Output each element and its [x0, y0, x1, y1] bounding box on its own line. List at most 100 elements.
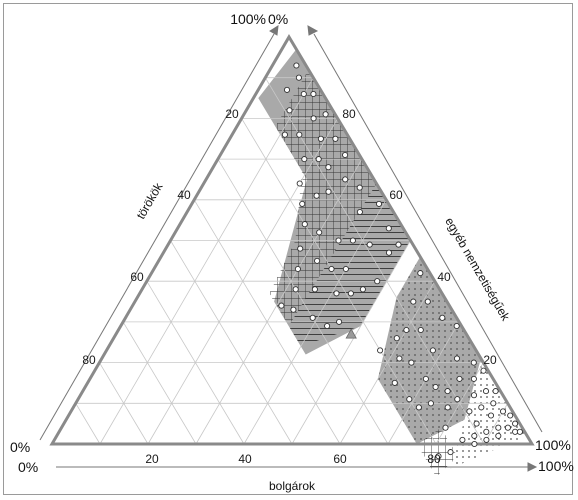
data-point: [442, 424, 449, 431]
data-point: [487, 412, 495, 419]
grid-line: [217, 158, 389, 445]
left-axis-name: törökök: [134, 180, 166, 222]
data-point: [495, 424, 502, 431]
data-point: [278, 302, 285, 309]
data-point: [406, 396, 413, 403]
grid-line: [170, 240, 293, 445]
grid-line: [99, 77, 314, 445]
data-point: [417, 270, 424, 277]
grid-line: [195, 158, 363, 445]
data-point: [322, 111, 329, 118]
data-point: [516, 428, 523, 435]
data-point: [403, 326, 410, 334]
data-point: [366, 241, 373, 248]
triangle-outline-layer: [49, 34, 535, 446]
left-tick-label: 40: [177, 188, 191, 202]
data-point: [347, 290, 354, 297]
grid-line: [387, 321, 460, 445]
data-point: [333, 290, 340, 297]
data-point: [454, 396, 461, 403]
data-point: [432, 383, 439, 391]
right-axis-arrow: [313, 33, 543, 433]
marker-layer: [345, 328, 357, 339]
data-point: [396, 355, 403, 362]
data-point: [325, 188, 332, 195]
data-point: [444, 388, 451, 395]
data-point: [470, 392, 478, 399]
data-point: [301, 156, 308, 163]
data-point: [342, 151, 349, 159]
grid-line: [122, 321, 197, 445]
right-tick-label: 40: [437, 270, 451, 284]
data-point: [444, 404, 451, 411]
data-point: [483, 428, 490, 435]
data-point: [377, 347, 384, 354]
data-point: [429, 347, 436, 354]
regions-layer: [258, 49, 528, 477]
data-point: [453, 322, 460, 330]
data-point: [478, 404, 485, 411]
data-point: [395, 241, 402, 248]
data-point: [342, 265, 349, 273]
data-point: [314, 257, 321, 264]
data-point: [385, 225, 392, 232]
data-point: [459, 436, 466, 443]
bottom-right-right-label: 100%: [535, 437, 571, 453]
points-layer: [278, 62, 523, 460]
bottom-tick-label: 80: [427, 452, 441, 466]
left-axis-arrow: [39, 33, 275, 441]
data-point: [309, 314, 316, 321]
left-tick-label: 60: [130, 270, 144, 284]
grid-line: [339, 280, 436, 445]
data-point: [349, 237, 356, 244]
data-point: [290, 306, 297, 313]
data-point: [311, 286, 318, 293]
right-ticks: 20 40 60 80: [342, 107, 497, 367]
left-axis-arrowhead: [269, 25, 279, 36]
data-point: [313, 192, 320, 199]
data-point: [480, 367, 487, 374]
data-point: [294, 265, 301, 273]
left-tick-label: 20: [225, 107, 239, 121]
ternary-chart: 20 40 60 80 20 40 60 80 20 40 60 80 100%…: [10, 11, 574, 493]
data-point: [336, 318, 343, 325]
data-point: [482, 388, 490, 395]
grid-line: [146, 280, 245, 445]
right-tick-label: 80: [342, 107, 356, 121]
data-point: [332, 135, 339, 142]
right-tick-label: 60: [389, 188, 403, 202]
grid-layer: [75, 77, 509, 445]
data-point: [471, 432, 478, 439]
grid-line: [264, 77, 485, 445]
data-point: [466, 408, 473, 415]
data-point: [297, 245, 304, 252]
data-point: [415, 404, 422, 411]
data-point: [439, 314, 446, 321]
bottom-tick-label: 40: [238, 452, 252, 466]
region-4-pattern: [416, 427, 458, 477]
region-1-pattern: [269, 69, 377, 326]
bottom-right-bottom-label: 100%: [538, 458, 574, 474]
data-point: [324, 322, 331, 330]
data-point: [310, 115, 317, 122]
data-point: [422, 375, 429, 382]
top-right-start-label: 0%: [268, 11, 288, 27]
data-point: [424, 298, 431, 305]
data-point: [316, 229, 323, 236]
data-point: [507, 412, 514, 419]
data-point: [417, 326, 424, 334]
data-point: [427, 400, 434, 407]
data-point: [435, 453, 442, 460]
bottom-tick-label: 60: [333, 452, 347, 466]
data-point: [356, 208, 363, 216]
data-point: [490, 400, 497, 407]
data-point: [295, 74, 302, 81]
data-point: [300, 90, 307, 98]
left-ticks: 20 40 60 80: [82, 107, 239, 367]
data-point: [495, 432, 502, 439]
grid-line: [99, 362, 149, 445]
data-point: [410, 298, 417, 305]
data-point: [453, 355, 461, 362]
data-point: [492, 388, 499, 395]
data-point: [296, 131, 303, 138]
